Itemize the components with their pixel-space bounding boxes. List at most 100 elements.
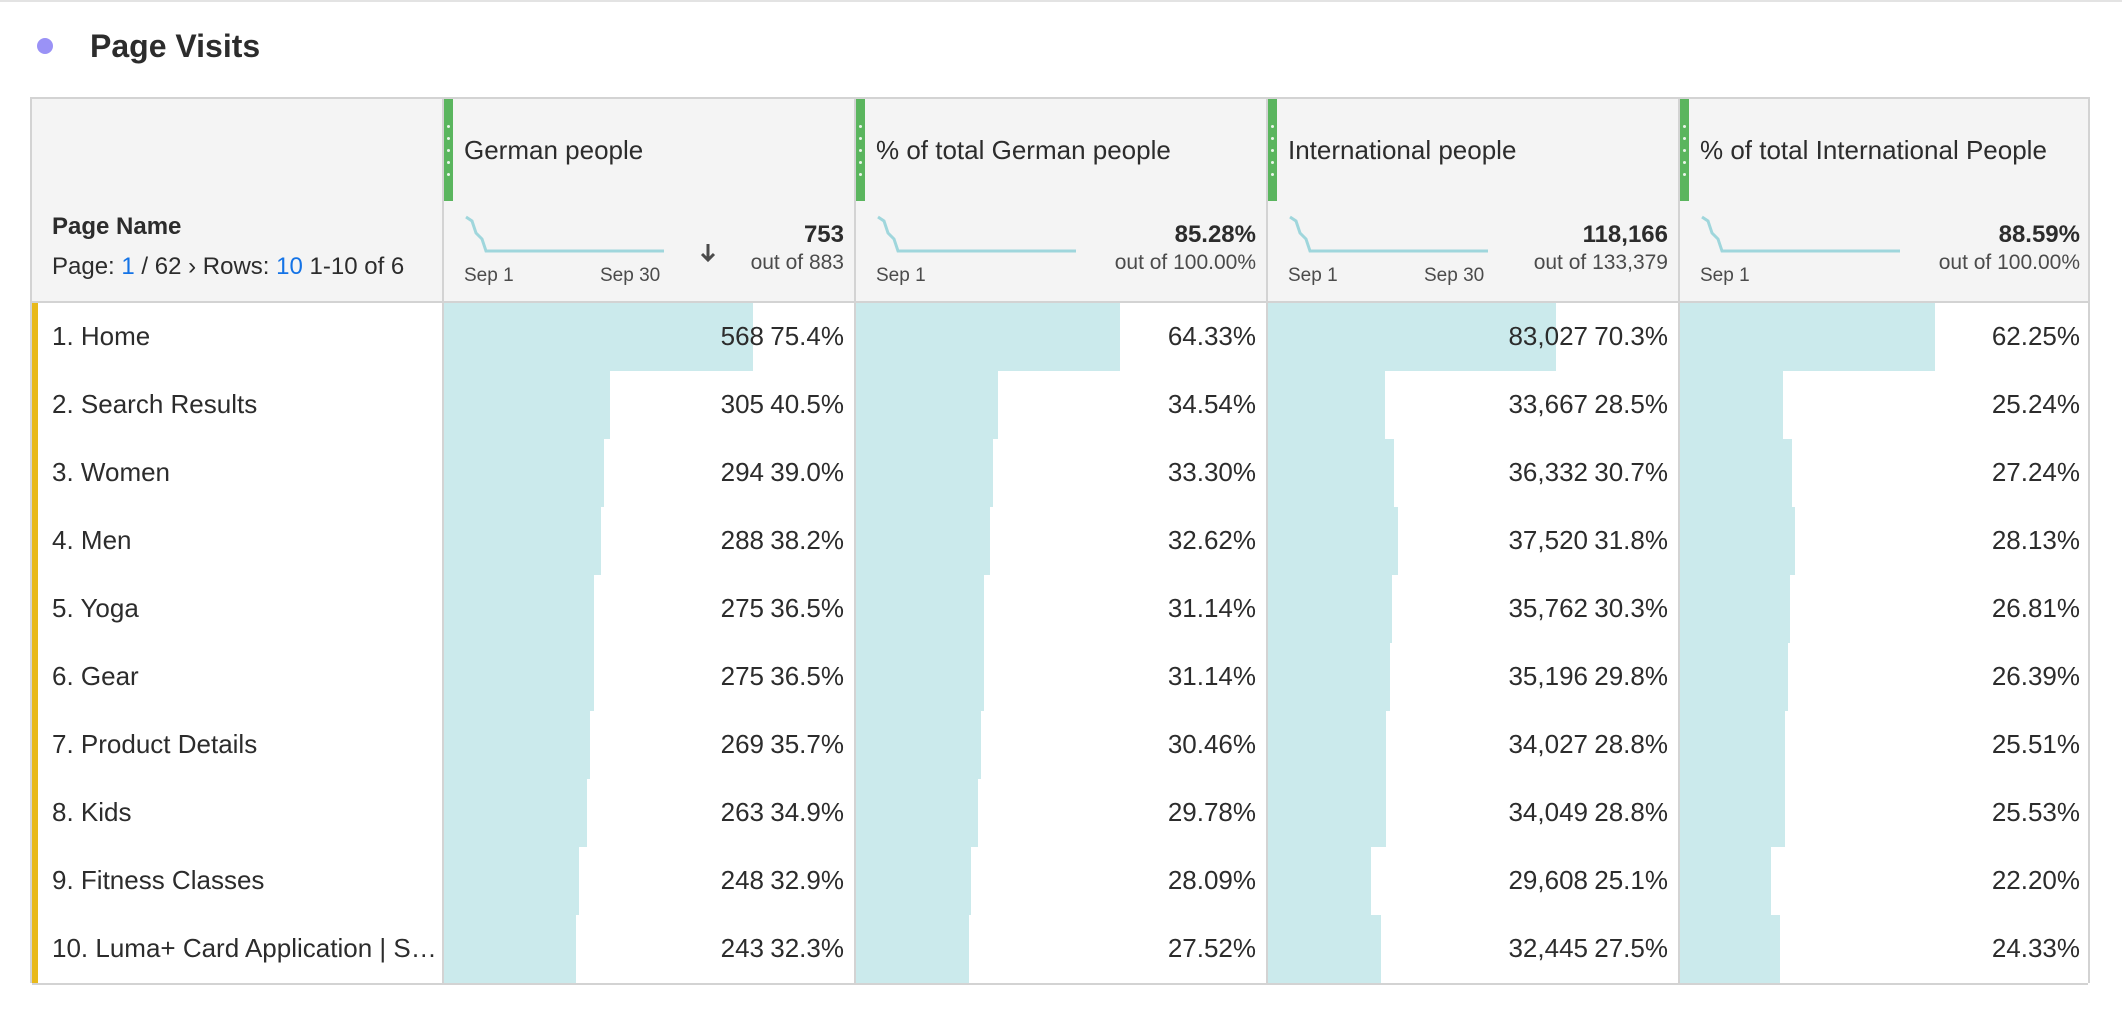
drag-handle-icon[interactable] [444, 99, 453, 201]
row-page-name[interactable]: 4. Men [52, 525, 132, 555]
dimension-title[interactable]: Page Name [52, 213, 182, 240]
cell-bar [1268, 847, 1371, 915]
column-header-label: International people [1288, 135, 1517, 165]
table-cell[interactable]: 305 40.5% [442, 371, 854, 439]
table-row[interactable]: 2. Search Results 305 40.5% 34.54% 33,667 28.… [32, 371, 2088, 441]
cell-percent: 27.5% [1594, 933, 1668, 963]
row-page-name[interactable]: 2. Search Results [52, 389, 258, 419]
table-cell[interactable]: 243 32.3% [442, 915, 854, 983]
table-cell[interactable]: 24.33% [1678, 915, 2090, 983]
table-cell[interactable]: 34.54% [854, 371, 1266, 439]
arrow-down-icon[interactable] [698, 241, 718, 270]
cell-value: 36,332 [1508, 457, 1588, 487]
table-cell[interactable]: 27.52% [854, 915, 1266, 983]
table-cell[interactable]: 34,027 28.8% [1266, 711, 1678, 779]
table-cell[interactable]: 568 75.4% [442, 303, 854, 371]
drag-handle-icon[interactable] [1680, 99, 1689, 201]
table-cell[interactable]: 34,049 28.8% [1266, 779, 1678, 847]
table-cell[interactable]: 288 38.2% [442, 507, 854, 575]
table-cell[interactable]: 64.33% [854, 303, 1266, 371]
chevron-right-icon[interactable]: › [188, 253, 197, 280]
sparkline [877, 215, 1076, 253]
table-cell[interactable]: 35,762 30.3% [1266, 575, 1678, 643]
table-cell[interactable]: 28.13% [1678, 507, 2090, 575]
table-cell[interactable]: 37,520 31.8% [1266, 507, 1678, 575]
rows-per-page-link[interactable]: 10 [276, 253, 303, 280]
cell-percent: 32.62% [1167, 525, 1256, 555]
row-page-name[interactable]: 10. Luma+ Card Application | S… [52, 933, 437, 963]
cell-bar [1680, 915, 1780, 983]
table-cell[interactable]: 31.14% [854, 643, 1266, 711]
table-cell[interactable]: 25.53% [1678, 779, 2090, 847]
table-cell[interactable]: 29.78% [854, 779, 1266, 847]
sparkline-start-label: Sep 1 [464, 265, 514, 286]
table-cell[interactable]: 35,196 29.8% [1266, 643, 1678, 711]
table-cell[interactable]: 275 36.5% [442, 643, 854, 711]
column-header-label: % of total German people [876, 135, 1171, 165]
row-page-name[interactable]: 8. Kids [52, 797, 132, 827]
cell-percent: 27.52% [1167, 933, 1256, 963]
drag-handle-icon[interactable] [1268, 99, 1277, 201]
table-cell[interactable]: 248 32.9% [442, 847, 854, 915]
table-cell[interactable]: 29,608 25.1% [1266, 847, 1678, 915]
table-row[interactable]: 10. Luma+ Card Application | S… 243 32.3% 2… [32, 915, 2088, 985]
table-row[interactable]: 7. Product Details 269 35.7% 30.46% 34,027 28… [32, 711, 2088, 781]
table-cell[interactable]: 36,332 30.7% [1266, 439, 1678, 507]
column-header[interactable]: German people [442, 99, 854, 201]
cell-bar [444, 575, 594, 643]
row-page-name[interactable]: 1. Home [52, 321, 151, 351]
cell-percent: 28.8% [1594, 729, 1668, 759]
page-total: / 62 [141, 253, 182, 280]
cell-percent: 28.5% [1594, 389, 1668, 419]
table-row[interactable]: 1. Home 568 75.4% 64.33% 83,027 70.3% 62.25% [32, 303, 2088, 373]
row-page-name[interactable]: 3. Women [52, 457, 171, 487]
table-row[interactable]: 5. Yoga 275 36.5% 31.14% 35,762 30.3% 26.81% [32, 575, 2088, 645]
drag-handle-icon[interactable] [856, 99, 865, 201]
page-current-link[interactable]: 1 [121, 253, 135, 280]
table-cell[interactable]: 25.51% [1678, 711, 2090, 779]
table-cell[interactable]: 83,027 70.3% [1266, 303, 1678, 371]
cell-percent: 36.5% [770, 593, 844, 623]
table-row[interactable]: 9. Fitness Classes 248 32.9% 28.09% 29,608 25… [32, 847, 2088, 917]
table-cell[interactable]: 269 35.7% [442, 711, 854, 779]
column-header[interactable]: % of total International People [1678, 99, 2090, 201]
cell-percent: 31.8% [1594, 525, 1668, 555]
cell-value: 83,027 [1508, 321, 1588, 351]
table-cell[interactable]: 22.20% [1678, 847, 2090, 915]
sparkline-start-label: Sep 1 [1700, 265, 1750, 286]
column-summary: Sep 1 Sep 30 753 out of 883 [442, 201, 854, 301]
table-row[interactable]: 8. Kids 263 34.9% 29.78% 34,049 28.8% 25.53% [32, 779, 2088, 849]
cell-bar [856, 643, 984, 711]
column-header[interactable]: % of total German people [854, 99, 1266, 201]
table-cell[interactable]: 30.46% [854, 711, 1266, 779]
row-page-name[interactable]: 9. Fitness Classes [52, 865, 265, 895]
row-page-name[interactable]: 5. Yoga [52, 593, 139, 623]
cell-percent: 25.51% [1991, 729, 2080, 759]
table-cell[interactable]: 31.14% [854, 575, 1266, 643]
table-cell[interactable]: 33.30% [854, 439, 1266, 507]
table-cell[interactable]: 25.24% [1678, 371, 2090, 439]
cell-percent: 34.9% [770, 797, 844, 827]
table-cell[interactable]: 28.09% [854, 847, 1266, 915]
table-cell[interactable]: 294 39.0% [442, 439, 854, 507]
cell-value: 35,196 [1508, 661, 1588, 691]
cell-bar [1268, 303, 1556, 371]
table-row[interactable]: 4. Men 288 38.2% 32.62% 37,520 31.8% 28.13% [32, 507, 2088, 577]
row-page-name[interactable]: 7. Product Details [52, 729, 258, 759]
sparkline [1289, 215, 1488, 253]
table-cell[interactable]: 33,667 28.5% [1266, 371, 1678, 439]
table-cell[interactable]: 32.62% [854, 507, 1266, 575]
table-row[interactable]: 6. Gear 275 36.5% 31.14% 35,196 29.8% 26.39% [32, 643, 2088, 713]
table-cell[interactable]: 32,445 27.5% [1266, 915, 1678, 983]
table-cell[interactable]: 27.24% [1678, 439, 2090, 507]
column-header[interactable]: International people [1266, 99, 1678, 201]
cell-bar [1268, 371, 1385, 439]
table-cell[interactable]: 263 34.9% [442, 779, 854, 847]
table-cell[interactable]: 26.39% [1678, 643, 2090, 711]
table-cell[interactable]: 62.25% [1678, 303, 2090, 371]
table-row[interactable]: 3. Women 294 39.0% 33.30% 36,332 30.7% 27.24% [32, 439, 2088, 509]
table-cell[interactable]: 26.81% [1678, 575, 2090, 643]
table-cell[interactable]: 275 36.5% [442, 575, 854, 643]
row-page-name[interactable]: 6. Gear [52, 661, 139, 691]
cell-percent: 39.0% [770, 457, 844, 487]
